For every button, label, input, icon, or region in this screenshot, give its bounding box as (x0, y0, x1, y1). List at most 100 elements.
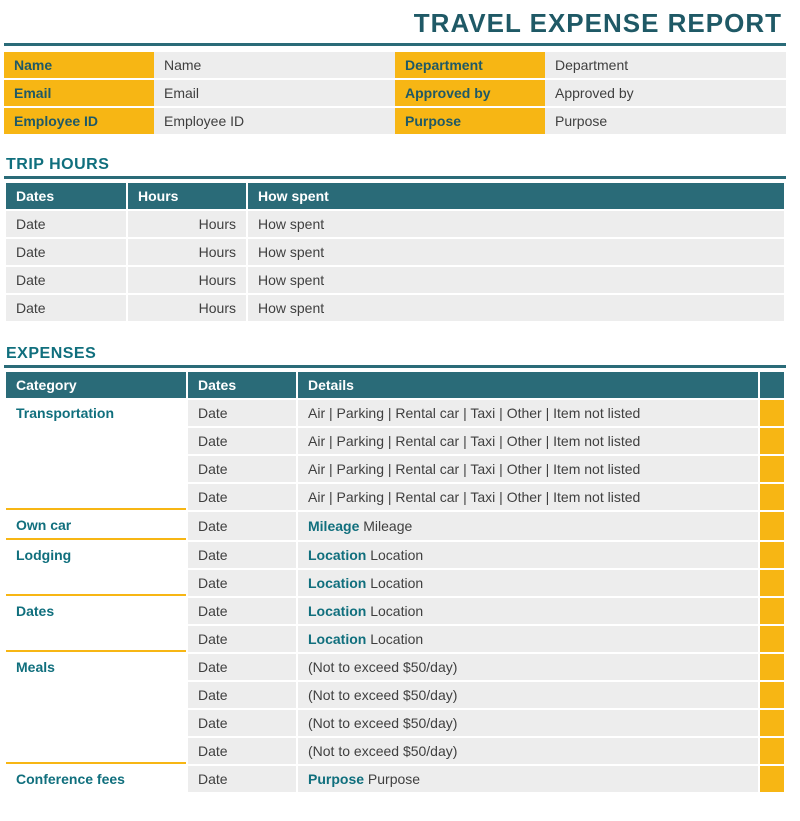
table-cell: Date (6, 295, 126, 321)
amount-cell (760, 456, 784, 482)
amount-cell (760, 766, 784, 792)
table-cell: Hours (128, 295, 246, 321)
amount-cell (760, 626, 784, 652)
table-row: DateHoursHow spent (6, 295, 784, 321)
expenses-rule (4, 365, 786, 368)
detail-label: Location (308, 631, 370, 647)
date-cell: Date (188, 428, 296, 454)
table-row: Own carDateMileage Mileage (6, 512, 784, 540)
amount-cell (760, 542, 784, 568)
column-header: Dates (188, 372, 296, 398)
date-cell: Date (188, 542, 296, 568)
table-cell: Hours (128, 239, 246, 265)
category-cell (6, 710, 186, 736)
table-row: DatesDateLocation Location (6, 598, 784, 624)
detail-cell: Location Location (298, 598, 758, 624)
table-row: Conference feesDatePurpose Purpose (6, 766, 784, 792)
date-cell: Date (188, 570, 296, 596)
detail-label: Location (308, 603, 370, 619)
date-cell: Date (188, 456, 296, 482)
detail-cell: Air | Parking | Rental car | Taxi | Othe… (298, 428, 758, 454)
category-cell: Transportation (6, 400, 186, 426)
detail-value: Location (370, 603, 423, 619)
category-cell (6, 682, 186, 708)
detail-cell: Location Location (298, 542, 758, 568)
amount-cell (760, 682, 784, 708)
amount-cell (760, 570, 784, 596)
amount-cell (760, 654, 784, 680)
column-header: Dates (6, 183, 126, 209)
detail-label: Mileage (308, 518, 363, 534)
detail-cell: Purpose Purpose (298, 766, 758, 792)
table-row: Date(Not to exceed $50/day) (6, 682, 784, 708)
category-cell (6, 456, 186, 482)
category-cell: Lodging (6, 542, 186, 568)
table-row: DateHoursHow spent (6, 211, 784, 237)
table-row: MealsDate(Not to exceed $50/day) (6, 654, 784, 680)
detail-label: Purpose (308, 771, 368, 787)
date-cell: Date (188, 512, 296, 540)
date-cell: Date (188, 654, 296, 680)
table-cell: Date (6, 211, 126, 237)
info-value: Employee ID (154, 108, 395, 134)
info-label: Name (4, 52, 154, 78)
table-cell: Date (6, 239, 126, 265)
detail-cell: Location Location (298, 626, 758, 652)
date-cell: Date (188, 400, 296, 426)
trip-hours-rule (4, 176, 786, 179)
detail-cell: Air | Parking | Rental car | Taxi | Othe… (298, 484, 758, 510)
expenses-heading: EXPENSES (6, 345, 786, 363)
category-cell (6, 570, 186, 596)
info-value: Name (154, 52, 395, 78)
table-row: DateAir | Parking | Rental car | Taxi | … (6, 484, 784, 510)
detail-value: Mileage (363, 518, 412, 534)
detail-value: Location (370, 631, 423, 647)
category-cell: Conference fees (6, 766, 186, 792)
table-row: DateAir | Parking | Rental car | Taxi | … (6, 456, 784, 482)
table-row: TransportationDateAir | Parking | Rental… (6, 400, 784, 426)
detail-cell: (Not to exceed $50/day) (298, 710, 758, 736)
category-cell (6, 738, 186, 764)
table-row: Date(Not to exceed $50/day) (6, 738, 784, 764)
column-header: Category (6, 372, 186, 398)
column-header: Hours (128, 183, 246, 209)
table-cell: How spent (248, 267, 784, 293)
detail-value: Purpose (368, 771, 420, 787)
category-cell (6, 428, 186, 454)
trip-hours-heading: TRIP HOURS (6, 156, 786, 174)
title-rule (4, 43, 786, 46)
expenses-table: CategoryDatesDetailsTransportationDateAi… (4, 370, 786, 794)
date-cell: Date (188, 484, 296, 510)
info-label: Purpose (395, 108, 545, 134)
detail-value: Location (370, 547, 423, 563)
column-header: Details (298, 372, 758, 398)
table-cell: Hours (128, 267, 246, 293)
column-header: How spent (248, 183, 784, 209)
table-row: LodgingDateLocation Location (6, 542, 784, 568)
amount-cell (760, 738, 784, 764)
detail-cell: Air | Parking | Rental car | Taxi | Othe… (298, 456, 758, 482)
table-row: DateHoursHow spent (6, 239, 784, 265)
table-row: DateAir | Parking | Rental car | Taxi | … (6, 428, 784, 454)
date-cell: Date (188, 626, 296, 652)
info-row: Employee IDEmployee ID (4, 108, 395, 134)
category-cell: Meals (6, 654, 186, 680)
info-value: Department (545, 52, 786, 78)
amount-cell (760, 512, 784, 540)
detail-value: Location (370, 575, 423, 591)
table-row: DateLocation Location (6, 626, 784, 652)
info-label: Employee ID (4, 108, 154, 134)
table-row: DateLocation Location (6, 570, 784, 596)
amount-cell (760, 484, 784, 510)
date-cell: Date (188, 766, 296, 792)
category-cell (6, 484, 186, 510)
amount-cell (760, 598, 784, 624)
table-cell: How spent (248, 295, 784, 321)
info-label: Approved by (395, 80, 545, 106)
category-cell (6, 626, 186, 652)
amount-cell (760, 710, 784, 736)
table-cell: How spent (248, 239, 784, 265)
table-row: Date(Not to exceed $50/day) (6, 710, 784, 736)
date-cell: Date (188, 710, 296, 736)
detail-cell: (Not to exceed $50/day) (298, 654, 758, 680)
